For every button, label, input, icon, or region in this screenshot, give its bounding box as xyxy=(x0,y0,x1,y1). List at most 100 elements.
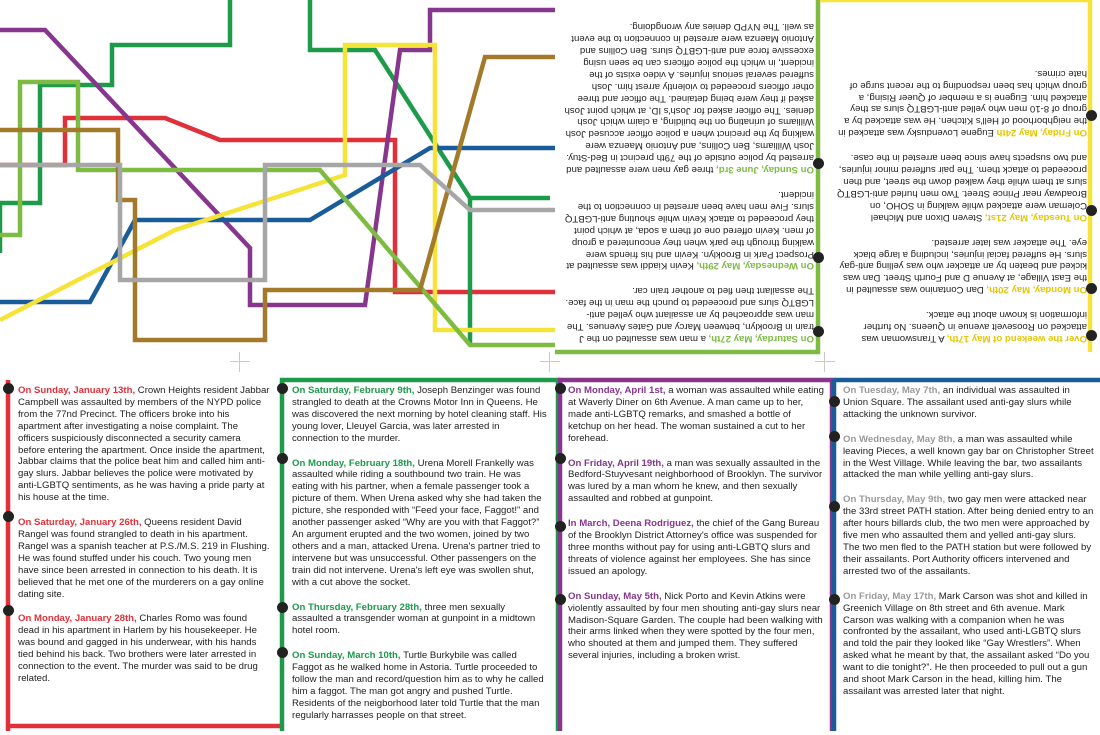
gray-line xyxy=(0,162,555,283)
top-middle-column: On Saturday, May 27th, a man was assault… xyxy=(562,8,814,344)
entry-bullet xyxy=(277,602,288,613)
entry-feb-18: On Monday, February 18th, Urena Morell F… xyxy=(292,458,548,589)
entry-text: Mark Carson was shot and killed in Green… xyxy=(843,590,1090,697)
entry-bullet xyxy=(813,158,824,169)
entry-bullet xyxy=(813,252,824,263)
entry-bullet xyxy=(555,453,566,464)
entry-date: On Tuesday, May 7th, xyxy=(843,385,941,396)
entry-june-3: On Sunday, June 3rd, three gay men were … xyxy=(562,20,814,175)
entry-text: the chief of the Gang Bureau of the Broo… xyxy=(568,518,820,577)
entry-text: Turtle Burkybile was called Faggot as he… xyxy=(292,650,544,721)
blue-line xyxy=(0,145,555,305)
entry-may-24: On Friday, May 24th Eugene Lovendusky wa… xyxy=(835,67,1087,139)
entry-bullet xyxy=(829,594,840,605)
entry-date: On Saturday, February 9th, xyxy=(292,385,415,396)
bottom-column-3: On Monday, April 1st, a woman was assaul… xyxy=(568,385,824,675)
entry-jan-28: On Monday, January 28th, Charles Romo wa… xyxy=(18,613,270,684)
entry-may-27: On Saturday, May 27th, a man was assault… xyxy=(562,284,814,344)
entry-date: On Saturday, January 26th, xyxy=(18,517,142,529)
entry-bullet xyxy=(3,383,14,394)
entry-apr-1: On Monday, April 1st, a woman was assaul… xyxy=(568,385,824,445)
entry-may-21: On Tuesday, May 21st, Steven Dixon and M… xyxy=(835,151,1087,223)
entry-may-29: On Wednesday, May 29th, Kevin Kiaddi was… xyxy=(562,188,814,271)
entry-date: On Saturday, May 27th, xyxy=(708,333,814,344)
entry-text: three men sexually assaulted a transgend… xyxy=(292,601,536,637)
entry-bullet xyxy=(555,521,566,532)
top-right-column: Over the weekend of May 17th, A Transwom… xyxy=(835,8,1087,344)
entry-may-8: On Wednesday, May 8th, a man was assault… xyxy=(843,434,1095,482)
entry-bullet xyxy=(1086,283,1097,294)
entry-text: three gay men were assaulted and arreste… xyxy=(564,21,814,176)
entry-march-rodriguez: In March, Deena Rodriguez, the chief of … xyxy=(568,518,824,578)
entry-text: Charles Romo was found dead in his apart… xyxy=(18,613,258,684)
entry-bullet xyxy=(813,326,824,337)
entry-bullet xyxy=(277,453,288,464)
entry-date: Over the weekend of May 17th, xyxy=(946,333,1087,344)
entry-date: On Sunday, May 5th, xyxy=(568,590,662,602)
entry-date: On Wednesday, May 8th, xyxy=(843,433,956,445)
entry-bullet xyxy=(277,383,288,394)
entry-bullet xyxy=(1086,330,1097,341)
entry-text: Nick Porto and Kevin Atkins were violent… xyxy=(568,590,823,662)
entry-date: On Monday, February 18th, xyxy=(292,457,415,469)
entry-date: On Monday, April 1st, xyxy=(568,385,666,396)
entry-date: On Sunday, January 13th, xyxy=(18,385,136,396)
entry-text: Joseph Benzinger was found strangled to … xyxy=(292,385,547,444)
entry-text: a man was sexually assaulted in the Bedf… xyxy=(568,457,823,505)
crop-mark xyxy=(540,352,560,372)
entry-bullet xyxy=(829,501,840,512)
crop-mark xyxy=(230,352,250,372)
entry-date: On Wednesday, May 29th, xyxy=(696,260,814,272)
entry-bullet xyxy=(3,511,14,522)
entry-feb-9: On Saturday, February 9th, Joseph Benzin… xyxy=(292,385,548,445)
entry-jan-13: On Sunday, January 13th, Crown Heights r… xyxy=(18,385,270,504)
entry-text: an individual was assaulted in Union Squ… xyxy=(843,385,1072,420)
entry-bullet xyxy=(1086,205,1097,216)
entry-date: On Monday, May 20th, xyxy=(986,284,1087,296)
red-line xyxy=(0,115,555,295)
crop-mark xyxy=(815,352,835,372)
entry-text: Kevin Kiaddi was assaulted at Prospect P… xyxy=(564,189,814,272)
entry-may-17-weekend: Over the weekend of May 17th, A Transwom… xyxy=(835,308,1087,344)
entry-date: On Thursday, May 9th, xyxy=(843,494,946,506)
entry-mar-10: On Sunday, March 10th, Turtle Burkybile … xyxy=(292,650,548,721)
entry-text: Crown Heights resident Jabbar Campbell w… xyxy=(18,385,270,504)
bottom-column-2: On Saturday, February 9th, Joseph Benzin… xyxy=(292,385,548,735)
entry-may-7: On Tuesday, May 7th, an individual was a… xyxy=(843,385,1095,421)
entry-text: a man was assaulted while leaving Pieces… xyxy=(843,433,1094,481)
entry-date: On Tuesday, May 21st, xyxy=(984,211,1087,223)
entry-text: Queens resident David Rangel was found s… xyxy=(18,517,270,600)
entry-date: On Monday, January 28th, xyxy=(18,613,137,625)
entry-date: On Thursday, February 28th, xyxy=(292,601,422,613)
entry-apr-19: On Friday, April 19th, a man was sexuall… xyxy=(568,458,824,506)
entry-bullet xyxy=(829,431,840,442)
bottom-column-4: On Tuesday, May 7th, an individual was a… xyxy=(843,385,1095,711)
entry-may-9: On Thursday, May 9th, two gay men were a… xyxy=(843,494,1095,577)
entry-may-5: On Sunday, May 5th, Nick Porto and Kevin… xyxy=(568,591,824,662)
entry-bullet xyxy=(555,383,566,394)
entry-date: On Sunday, June 3rd, xyxy=(716,164,814,176)
top-left-box-border xyxy=(555,0,821,355)
purple-line xyxy=(0,7,555,308)
entry-bullet xyxy=(277,647,288,658)
entry-bullet xyxy=(1086,110,1097,121)
entry-text: Urena Morell Frankelly was assaulted whi… xyxy=(292,457,542,588)
entry-date: On Sunday, March 10th, xyxy=(292,650,401,662)
entry-date: In March, Deena Rodriguez, xyxy=(568,518,694,530)
entry-text: two gay men were attacked near the 33rd … xyxy=(843,494,1094,577)
entry-may-20: On Monday, May 20th, Dan Contanino was a… xyxy=(835,236,1087,296)
entry-date: On Friday, May 24th xyxy=(996,127,1087,139)
entry-bullet xyxy=(3,605,14,616)
entry-bullet xyxy=(829,396,840,407)
entry-jan-26: On Saturday, January 26th, Queens reside… xyxy=(18,517,270,600)
col1-border xyxy=(5,380,280,731)
yellow-line xyxy=(0,42,555,333)
entry-date: On Friday, April 19th, xyxy=(568,457,664,469)
bottom-column-1: On Sunday, January 13th, Crown Heights r… xyxy=(18,385,270,698)
entry-date: On Friday, May 17th, xyxy=(843,590,937,602)
lime-line xyxy=(0,79,555,348)
entry-bullet xyxy=(555,594,566,605)
top-right-box-border xyxy=(820,0,1093,352)
entry-feb-28: On Thursday, February 28th, three men se… xyxy=(292,602,548,638)
